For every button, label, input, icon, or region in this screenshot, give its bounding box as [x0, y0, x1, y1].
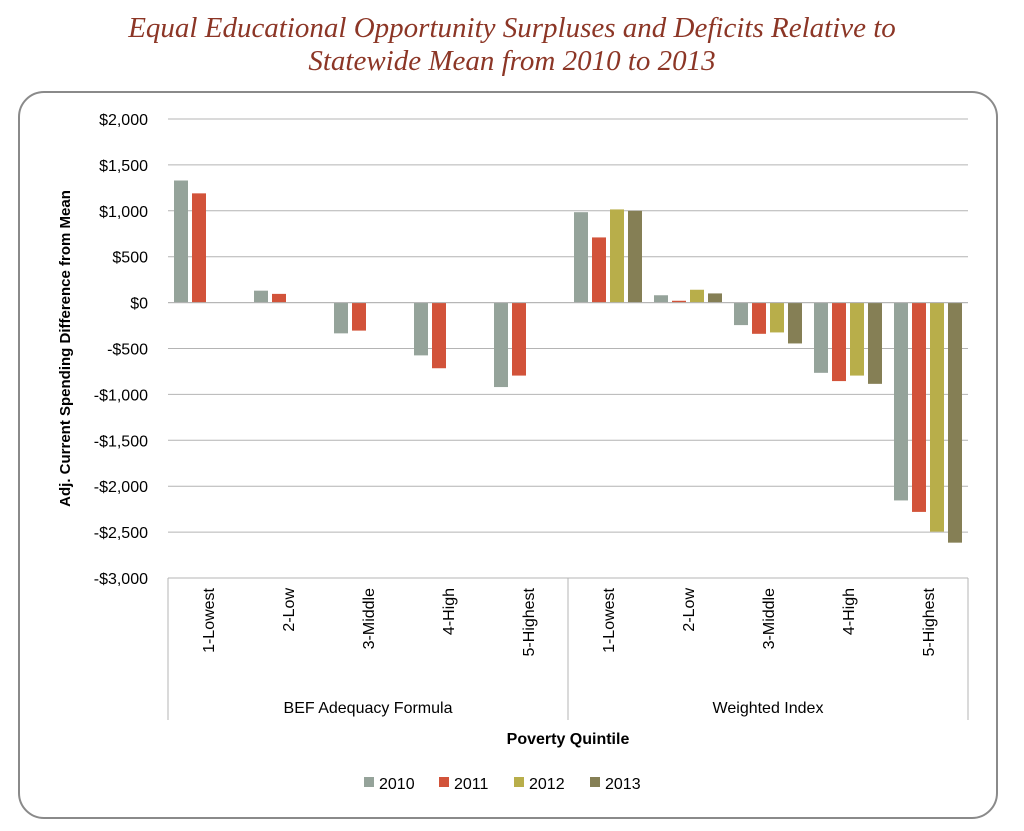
y-tick-label: -$1,500	[94, 433, 148, 450]
category-label: 4-High	[441, 588, 458, 635]
bar-2011	[832, 302, 846, 382]
bar-2013	[788, 302, 802, 344]
y-tick-label: -$2,000	[94, 479, 148, 496]
chart-frame	[18, 91, 998, 819]
chart-title: Equal Educational Opportunity Surpluses …	[0, 12, 1024, 78]
category-label: 2-Low	[281, 588, 298, 632]
legend-label: 2013	[605, 776, 641, 793]
chart-title-line-2: Statewide Mean from 2010 to 2013	[308, 45, 716, 77]
group-label: BEF Adequacy Formula	[284, 700, 453, 717]
legend-label: 2011	[454, 776, 489, 793]
category-label: 3-Middle	[361, 588, 378, 649]
bar-2011	[752, 302, 766, 334]
legend-swatch-2010	[364, 777, 374, 787]
legend-swatch-2012	[514, 777, 524, 787]
category-label: 1-Lowest	[201, 587, 218, 652]
group-label: Weighted Index	[713, 700, 824, 717]
bar-2013	[628, 210, 642, 303]
y-tick-label: -$2,500	[94, 525, 148, 542]
legend-swatch-2013	[590, 777, 600, 787]
y-tick-label: $0	[130, 296, 148, 313]
bar-2010	[734, 302, 748, 326]
bar-2012	[610, 209, 624, 303]
y-tick-label: $500	[112, 250, 148, 267]
category-label: 3-Middle	[761, 588, 778, 649]
bar-2013	[948, 302, 962, 543]
category-label: 2-Low	[681, 588, 698, 632]
legend-swatch-2011	[439, 777, 449, 787]
bar-2010	[494, 302, 508, 388]
bar-2012	[850, 302, 864, 376]
bar-2011	[192, 193, 206, 303]
bar-2010	[414, 302, 428, 356]
bar-2010	[894, 302, 908, 501]
bar-2012	[770, 302, 784, 333]
bar-2010	[254, 290, 268, 303]
y-tick-label: $2,000	[99, 112, 148, 129]
legend-label: 2012	[529, 776, 565, 793]
y-tick-label: -$3,000	[94, 571, 148, 588]
bar-2013	[708, 293, 722, 303]
category-label: 1-Lowest	[601, 587, 618, 652]
bar-2012	[930, 302, 944, 532]
bar-2010	[654, 295, 668, 303]
bar-2010	[814, 302, 828, 373]
bar-2011	[672, 300, 686, 303]
legend-label: 2010	[379, 776, 415, 793]
bar-2011	[432, 302, 446, 369]
bar-2011	[272, 293, 286, 303]
bar-2013	[868, 302, 882, 384]
bar-2011	[912, 302, 926, 512]
bar-2011	[512, 302, 526, 376]
y-tick-label: $1,000	[99, 204, 148, 221]
bar-2010	[334, 302, 348, 334]
category-label: 5-Highest	[921, 587, 938, 656]
y-tick-label: $1,500	[99, 158, 148, 175]
y-axis-title: Adj. Current Spending Difference from Me…	[57, 190, 74, 507]
bar-2011	[352, 302, 366, 331]
bar-2010	[574, 212, 588, 303]
bar-2012	[690, 289, 704, 303]
category-label: 5-Highest	[521, 587, 538, 656]
chart-title-line-1: Equal Educational Opportunity Surpluses …	[128, 12, 896, 44]
y-tick-label: -$500	[107, 342, 148, 359]
y-tick-label: -$1,000	[94, 387, 148, 404]
x-axis-title: Poverty Quintile	[507, 731, 630, 748]
category-label: 4-High	[841, 588, 858, 635]
bar-2010	[174, 180, 188, 303]
bar-2011	[592, 237, 606, 303]
